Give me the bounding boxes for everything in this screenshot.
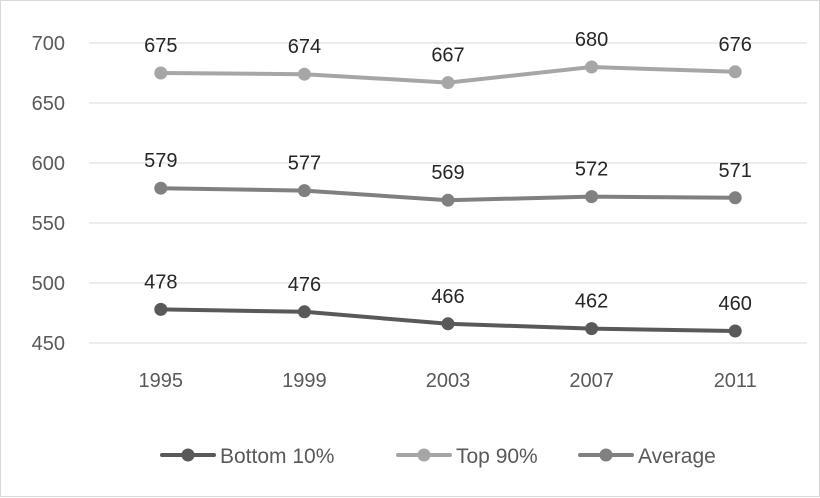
- data-label: 466: [431, 286, 464, 308]
- data-label: 676: [719, 34, 752, 56]
- series-top-90: [154, 60, 742, 90]
- data-label: 460: [719, 293, 752, 315]
- series-lines: [154, 60, 742, 338]
- data-point: [585, 60, 599, 74]
- x-tick-label: 2011: [714, 370, 757, 392]
- data-label: 577: [288, 153, 321, 175]
- y-tick-label: 650: [32, 93, 65, 115]
- data-point: [441, 193, 455, 207]
- legend-label: Bottom 10%: [220, 445, 334, 468]
- data-label: 571: [719, 160, 752, 182]
- x-tick-label: 1995: [139, 370, 184, 392]
- legend-marker: [599, 448, 613, 462]
- data-point: [728, 324, 742, 338]
- series-bottom-10: [154, 302, 742, 338]
- legend-item: Bottom 10%: [160, 445, 334, 468]
- y-tick-label: 500: [32, 273, 65, 295]
- data-label: 675: [144, 35, 177, 57]
- series-average: [154, 181, 742, 207]
- x-axis-tick-labels: 1995 1999 2003 2007 2011: [139, 370, 757, 392]
- legend-item: Top 90%: [396, 445, 538, 468]
- data-labels: 478 476 466 462 460 675 674 667 680 676 579 577 569 5…: [144, 29, 752, 315]
- x-tick-label: 2007: [569, 370, 614, 392]
- y-tick-label: 600: [32, 153, 65, 175]
- y-tick-label: 700: [32, 33, 65, 55]
- legend: Bottom 10% Top 90% Average: [160, 445, 716, 468]
- data-point: [441, 317, 455, 331]
- data-point: [585, 322, 599, 336]
- data-point: [728, 191, 742, 205]
- data-label: 569: [431, 162, 464, 184]
- data-point: [154, 181, 168, 195]
- data-label: 579: [144, 150, 177, 172]
- data-point: [585, 190, 599, 204]
- x-tick-label: 1999: [282, 370, 327, 392]
- y-tick-label: 550: [32, 213, 65, 235]
- data-label: 572: [575, 159, 608, 181]
- data-point: [154, 66, 168, 80]
- data-point: [297, 305, 311, 319]
- y-axis-tick-labels: 450 500 550 600 650 700: [32, 33, 65, 355]
- data-label: 462: [575, 291, 608, 313]
- data-point: [441, 76, 455, 90]
- data-point: [154, 302, 168, 316]
- x-tick-label: 2003: [426, 370, 471, 392]
- data-label: 476: [288, 274, 321, 296]
- data-point: [297, 67, 311, 81]
- data-label: 667: [431, 45, 464, 67]
- data-label: 674: [288, 36, 321, 58]
- legend-label: Average: [638, 445, 716, 468]
- data-point: [297, 184, 311, 198]
- gridlines: [89, 42, 807, 344]
- legend-label: Top 90%: [456, 445, 538, 468]
- legend-marker: [181, 448, 195, 462]
- data-label: 478: [144, 271, 177, 293]
- data-point: [728, 65, 742, 79]
- legend-marker: [417, 448, 431, 462]
- y-tick-label: 450: [32, 333, 65, 355]
- legend-item: Average: [578, 445, 716, 468]
- data-label: 680: [575, 29, 608, 51]
